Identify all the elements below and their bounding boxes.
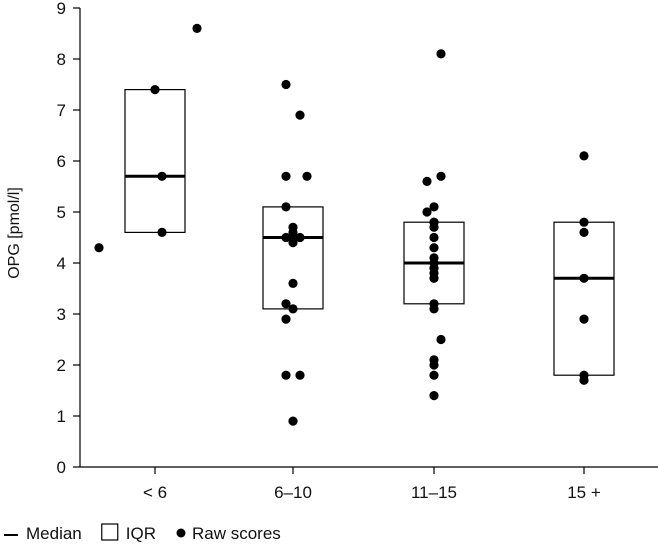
axes: 0 1 2 3 4 5 6 7 8 9 < 6 6–10 11–15 15 + — [57, 0, 658, 502]
raw-score-point — [288, 304, 298, 314]
iqr-box — [553, 221, 615, 376]
raw-score-point — [579, 151, 589, 161]
raw-score-point — [157, 171, 167, 181]
legend-label: Median — [26, 524, 82, 543]
raw-score-point — [429, 391, 439, 401]
y-tick-label: 7 — [57, 101, 66, 120]
raw-score-point — [579, 314, 589, 324]
x-tick-label: 11–15 — [411, 483, 457, 502]
y-tick-label: 6 — [57, 152, 66, 171]
raw-score-point — [157, 227, 167, 237]
iqr-box — [262, 206, 324, 310]
iqr-boxes — [124, 88, 615, 376]
raw-score-point — [288, 278, 298, 288]
raw-score-point — [94, 243, 104, 253]
legend-label: IQR — [126, 524, 156, 543]
raw-score-point — [436, 334, 446, 345]
legend: Median IQR Raw scores — [4, 523, 281, 543]
raw-score-point — [429, 243, 439, 253]
legend-raw-score-symbol — [176, 528, 186, 538]
y-tick-label: 8 — [57, 50, 66, 69]
y-tick-label: 1 — [57, 407, 66, 426]
iqr-box — [124, 88, 186, 234]
raw-score-point — [295, 110, 305, 120]
raw-score-point — [192, 23, 202, 33]
raw-score-point — [429, 360, 439, 370]
legend-iqr-symbol — [101, 523, 119, 541]
raw-score-point — [150, 85, 160, 95]
raw-score-point — [436, 49, 446, 59]
x-tick-label: < 6 — [143, 483, 167, 502]
raw-score-point — [288, 416, 298, 426]
y-tick-label: 9 — [57, 0, 66, 18]
raw-score-point — [295, 370, 305, 380]
raw-score-point — [281, 232, 291, 243]
legend-label: Raw scores — [192, 524, 281, 543]
raw-score-point — [288, 238, 298, 248]
raw-score-point — [579, 217, 589, 227]
raw-score-point — [302, 171, 312, 181]
raw-score-point — [579, 375, 589, 385]
raw-score-point — [429, 222, 439, 232]
x-tick-label: 6–10 — [274, 483, 312, 502]
raw-score-point — [281, 370, 291, 380]
y-tick-label: 4 — [57, 254, 66, 273]
raw-score-point — [288, 222, 298, 232]
raw-score-point — [429, 370, 439, 380]
raw-score-point — [295, 232, 305, 243]
raw-score-point — [281, 171, 291, 181]
raw-score-point — [281, 202, 291, 212]
y-tick-label: 0 — [57, 458, 66, 477]
raw-score-point — [436, 171, 446, 181]
y-tick-label: 3 — [57, 305, 66, 324]
raw-score-point — [429, 232, 439, 243]
raw-score-point — [579, 227, 589, 237]
raw-score-point — [281, 79, 291, 90]
y-tick-label: 5 — [57, 203, 66, 222]
y-axis-title: OPG [pmol/l] — [6, 187, 23, 279]
y-tick-label: 2 — [57, 356, 66, 375]
raw-score-points — [94, 23, 589, 426]
x-tick-label: 15 + — [567, 483, 601, 502]
raw-score-point — [429, 273, 439, 283]
raw-score-point — [422, 207, 432, 217]
raw-score-point — [422, 176, 432, 186]
raw-score-point — [281, 314, 291, 324]
raw-score-point — [579, 273, 589, 283]
raw-score-point — [281, 299, 291, 309]
raw-score-point — [429, 202, 439, 212]
raw-score-point — [429, 304, 439, 314]
